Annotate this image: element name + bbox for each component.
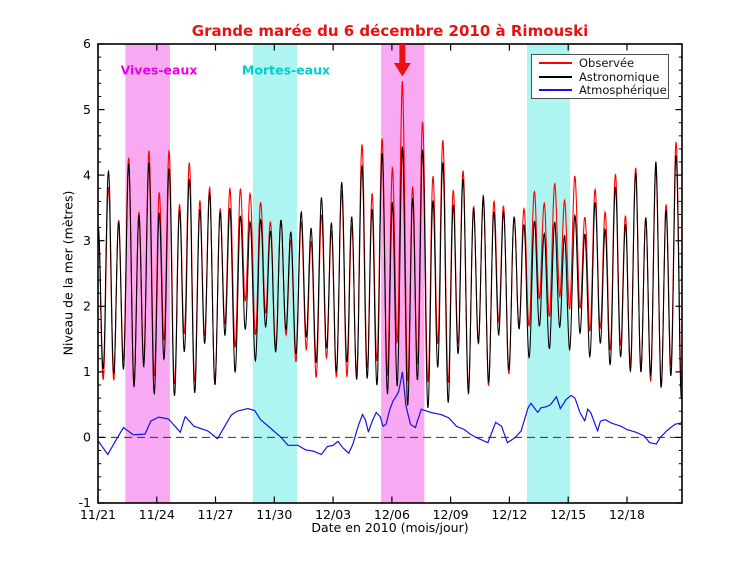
series-group — [98, 80, 682, 456]
y-axis-label: Niveau de la mer (mètres) — [60, 190, 76, 356]
legend: Observée Astronomique Atmosphérique — [531, 54, 669, 99]
astronomical-line — [98, 146, 682, 409]
legend-item-astronomique: Astronomique — [532, 69, 668, 84]
x-tick-label: 12/03 — [315, 507, 351, 522]
legend-label-observee: Observée — [579, 56, 635, 70]
x-axis-label: Date en 2010 (mois/jour) — [311, 520, 469, 535]
legend-label-atmospherique: Atmosphérique — [579, 83, 667, 97]
legend-line-observee — [539, 62, 572, 64]
x-tick-label: 12/09 — [433, 507, 469, 522]
legend-item-observee: Observée — [532, 56, 668, 70]
x-tick-label: 11/27 — [197, 507, 233, 522]
spring-tide-band — [125, 44, 170, 503]
y-tick-label: 2 — [83, 299, 91, 314]
x-tick-label: 12/18 — [609, 507, 645, 522]
neap-tide-band-label: Mortes-eaux — [241, 62, 331, 78]
neap-tide-band — [527, 44, 571, 503]
y-tick-label: 4 — [83, 167, 91, 182]
x-tick-label: 12/15 — [550, 507, 586, 522]
legend-line-atmospherique — [539, 89, 572, 91]
event-arrow-icon — [393, 44, 411, 77]
y-tick-label: 0 — [83, 430, 91, 445]
y-tick-label: 6 — [83, 36, 91, 51]
y-tick-label: 5 — [83, 102, 91, 117]
y-tick-label: -1 — [79, 495, 91, 510]
x-tick-label: 12/06 — [374, 507, 410, 522]
chart-title: Grande marée du 6 décembre 2010 à Rimous… — [191, 22, 589, 40]
x-tick-label: 11/24 — [139, 507, 175, 522]
legend-item-atmospherique: Atmosphérique — [532, 83, 668, 97]
spring-tide-band-label: Vives-eaux — [120, 62, 198, 78]
legend-line-astronomique — [539, 75, 572, 78]
x-tick-label: 11/30 — [256, 507, 292, 522]
legend-label-astronomique: Astronomique — [579, 69, 660, 84]
x-tick-label: 11/21 — [80, 507, 116, 522]
y-tick-label: 1 — [83, 364, 91, 379]
spring-tide-band — [381, 44, 425, 503]
atmospheric-line — [98, 371, 682, 456]
neap-tide-band — [252, 44, 298, 503]
plot-frame — [97, 43, 683, 504]
x-tick-label: 12/12 — [491, 507, 527, 522]
y-tick-label: 3 — [83, 233, 91, 248]
